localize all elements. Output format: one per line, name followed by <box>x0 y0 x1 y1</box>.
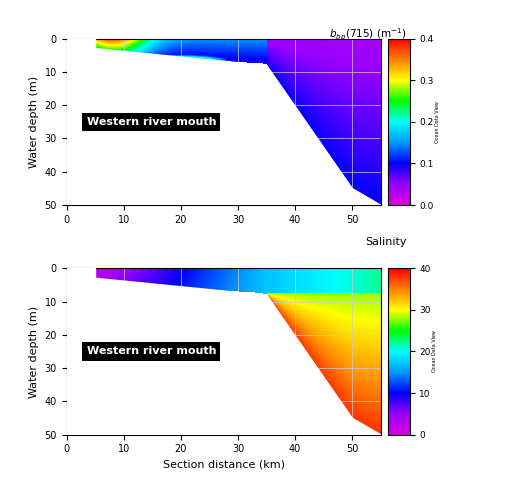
Y-axis label: Ocean Data View: Ocean Data View <box>432 330 437 372</box>
X-axis label: Section distance (km): Section distance (km) <box>163 460 285 470</box>
Polygon shape <box>67 278 381 451</box>
Text: Western river mouth: Western river mouth <box>87 117 216 127</box>
Y-axis label: Ocean Data View: Ocean Data View <box>435 101 440 143</box>
Polygon shape <box>67 268 95 278</box>
Text: Western river mouth: Western river mouth <box>87 346 216 356</box>
Polygon shape <box>67 49 381 222</box>
Polygon shape <box>67 39 95 49</box>
Y-axis label: Water depth (m): Water depth (m) <box>29 76 39 168</box>
Y-axis label: Water depth (m): Water depth (m) <box>29 305 39 398</box>
Text: $b_{bp}$(715) (m$^{-1}$): $b_{bp}$(715) (m$^{-1}$) <box>329 27 407 43</box>
Text: Salinity: Salinity <box>366 237 407 247</box>
